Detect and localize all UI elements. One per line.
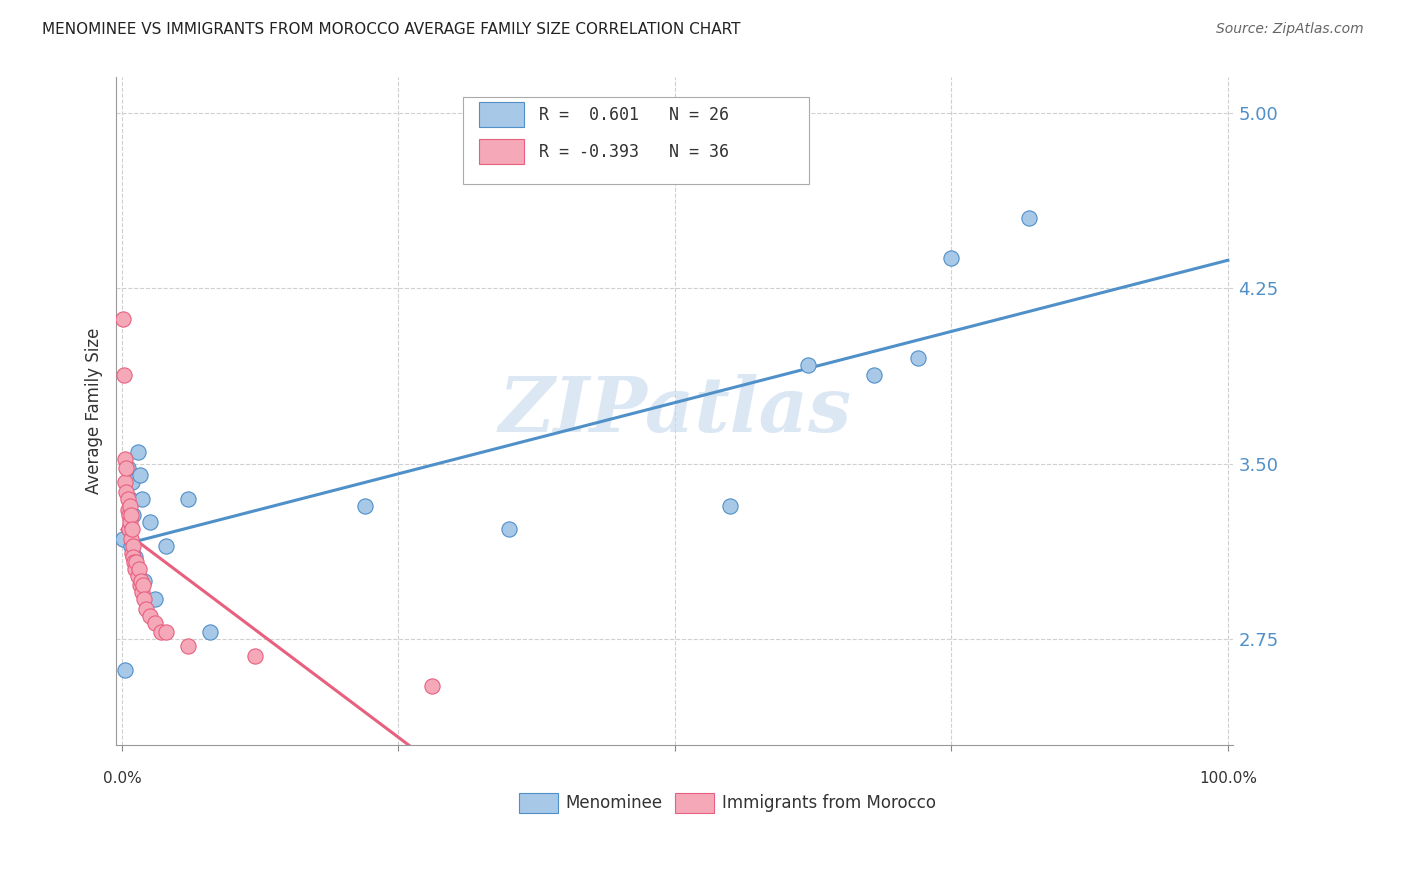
Text: 0.0%: 0.0% xyxy=(103,772,142,786)
Point xyxy=(149,625,172,640)
Point xyxy=(112,532,135,546)
Point xyxy=(796,359,818,373)
Point xyxy=(120,508,142,522)
Point xyxy=(112,311,135,326)
Text: R = -0.393   N = 36: R = -0.393 N = 36 xyxy=(538,143,728,161)
Point xyxy=(718,499,741,513)
Point xyxy=(118,508,141,522)
Point xyxy=(114,475,136,490)
FancyBboxPatch shape xyxy=(463,97,808,184)
Point xyxy=(115,461,138,475)
Point xyxy=(124,550,146,565)
Point xyxy=(131,585,153,599)
Text: 100.0%: 100.0% xyxy=(1199,772,1257,786)
Point xyxy=(134,574,156,588)
Point xyxy=(118,491,141,506)
Point xyxy=(132,578,155,592)
FancyBboxPatch shape xyxy=(519,792,558,813)
Point xyxy=(138,608,160,623)
Text: MENOMINEE VS IMMIGRANTS FROM MOROCCO AVERAGE FAMILY SIZE CORRELATION CHART: MENOMINEE VS IMMIGRANTS FROM MOROCCO AVE… xyxy=(42,22,741,37)
Point xyxy=(200,625,222,640)
Text: R =  0.601   N = 26: R = 0.601 N = 26 xyxy=(538,106,728,125)
Point xyxy=(177,491,200,506)
Point xyxy=(122,508,145,522)
Text: ZIPatlas: ZIPatlas xyxy=(498,374,852,448)
FancyBboxPatch shape xyxy=(479,102,524,128)
Point xyxy=(122,539,145,553)
Point xyxy=(127,445,149,459)
Point xyxy=(118,499,141,513)
Point xyxy=(129,574,152,588)
Point xyxy=(128,562,150,576)
FancyBboxPatch shape xyxy=(479,139,524,164)
Y-axis label: Average Family Size: Average Family Size xyxy=(86,327,103,494)
Point xyxy=(135,601,157,615)
Point xyxy=(1018,211,1040,225)
Point xyxy=(907,351,929,366)
Point xyxy=(117,491,139,506)
Point xyxy=(118,515,141,529)
Point xyxy=(122,555,145,569)
Point xyxy=(138,515,160,529)
Point xyxy=(155,625,177,640)
Point xyxy=(120,532,142,546)
Point xyxy=(143,615,166,630)
FancyBboxPatch shape xyxy=(675,792,714,813)
Point xyxy=(128,468,150,483)
Text: Immigrants from Morocco: Immigrants from Morocco xyxy=(721,794,936,812)
Point xyxy=(498,522,520,536)
Point xyxy=(155,539,177,553)
Point xyxy=(127,569,149,583)
Point xyxy=(134,592,156,607)
Point xyxy=(117,503,139,517)
Point xyxy=(121,545,143,559)
Point xyxy=(177,639,200,653)
Point xyxy=(118,522,141,536)
Point xyxy=(114,452,136,467)
Point xyxy=(125,555,148,569)
Point xyxy=(354,499,377,513)
Text: Source: ZipAtlas.com: Source: ZipAtlas.com xyxy=(1216,22,1364,37)
Point xyxy=(143,592,166,607)
Point xyxy=(114,663,136,677)
Point xyxy=(128,578,150,592)
Point xyxy=(120,539,142,553)
Point xyxy=(420,679,443,693)
Point xyxy=(131,491,153,506)
Point xyxy=(121,475,143,490)
Point xyxy=(112,368,135,382)
Point xyxy=(115,484,138,499)
Point xyxy=(941,251,963,265)
Point xyxy=(863,368,886,382)
Point xyxy=(117,461,139,475)
Point xyxy=(243,648,266,663)
Point xyxy=(124,562,146,576)
Point xyxy=(118,522,141,536)
Point xyxy=(121,522,143,536)
Text: Menominee: Menominee xyxy=(565,794,662,812)
Point xyxy=(122,550,145,565)
